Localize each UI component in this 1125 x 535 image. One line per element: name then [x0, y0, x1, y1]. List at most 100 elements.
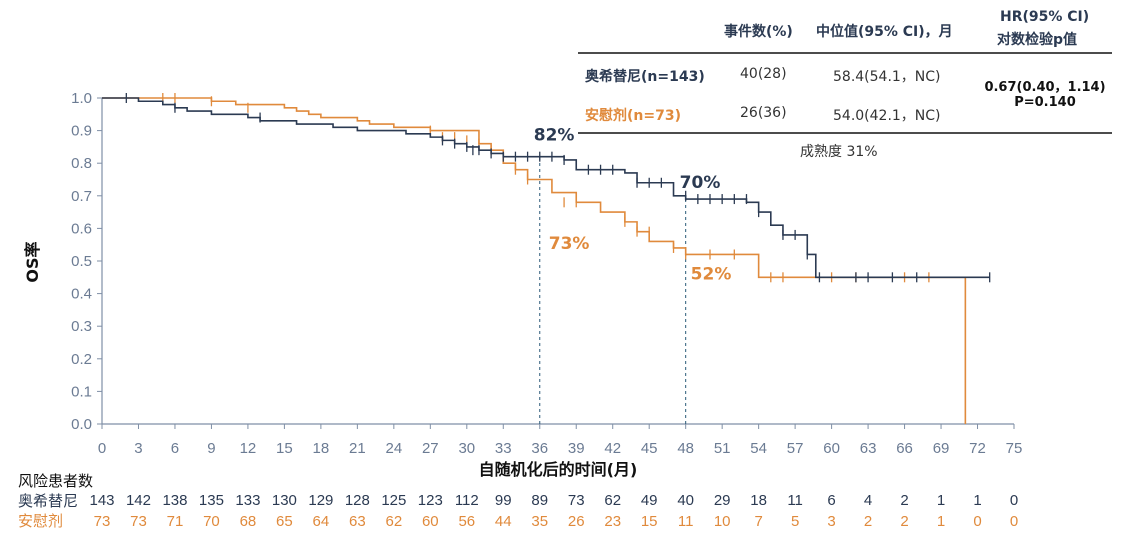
- risk-value-osimertinib: 123: [418, 492, 443, 509]
- col-hr-header: HR(95% CI): [1000, 9, 1090, 25]
- risk-value-osimertinib: 0: [1010, 492, 1018, 509]
- risk-value-osimertinib: 128: [345, 492, 370, 509]
- risk-value-osimertinib: 62: [604, 492, 621, 509]
- risk-value-osimertinib: 6: [827, 492, 835, 509]
- label-placebo-48m: 52%: [691, 264, 732, 284]
- risk-value-osimertinib: 4: [864, 492, 872, 509]
- x-tick-label: 42: [604, 440, 621, 457]
- risk-value-placebo: 70: [203, 513, 220, 530]
- risk-value-placebo: 73: [130, 513, 147, 530]
- x-tick-label: 30: [458, 440, 475, 457]
- y-tick-label: 0.3: [71, 318, 92, 335]
- p-value: P=0.140: [1014, 95, 1076, 110]
- events-osimertinib: 40(28): [740, 66, 787, 82]
- label-osimertinib-36m: 82%: [534, 126, 575, 146]
- risk-title: 风险患者数: [18, 472, 94, 490]
- risk-label-osimertinib: 奥希替尼: [18, 492, 79, 510]
- risk-value-osimertinib: 133: [235, 492, 260, 509]
- risk-value-placebo: 44: [495, 513, 512, 530]
- x-tick-label: 6: [171, 440, 179, 457]
- risk-value-placebo: 62: [385, 513, 402, 530]
- risk-value-osimertinib: 129: [308, 492, 333, 509]
- x-axis-label: 自随机化后的时间(月): [479, 460, 638, 479]
- risk-value-osimertinib: 40: [677, 492, 694, 509]
- x-tick-label: 48: [677, 440, 694, 457]
- median-osimertinib: 58.4(54.1，NC): [833, 69, 941, 85]
- events-placebo: 26(36): [740, 105, 787, 121]
- risk-value-osimertinib: 135: [199, 492, 224, 509]
- risk-value-placebo: 65: [276, 513, 293, 530]
- group-placebo: 安慰剂(n=73): [585, 108, 681, 124]
- x-tick-label: 63: [860, 440, 877, 457]
- risk-value-osimertinib: 18: [750, 492, 767, 509]
- x-tick-label: 69: [933, 440, 950, 457]
- risk-value-placebo: 5: [791, 513, 799, 530]
- risk-value-osimertinib: 142: [126, 492, 151, 509]
- risk-value-placebo: 0: [1010, 513, 1018, 530]
- x-tick-label: 27: [422, 440, 439, 457]
- x-tick-label: 66: [896, 440, 913, 457]
- x-tick-label: 36: [531, 440, 548, 457]
- risk-value-placebo: 23: [604, 513, 621, 530]
- risk-value-placebo: 10: [714, 513, 731, 530]
- risk-value-placebo: 73: [94, 513, 111, 530]
- risk-value-placebo: 63: [349, 513, 366, 530]
- risk-value-placebo: 26: [568, 513, 585, 530]
- risk-value-osimertinib: 143: [89, 492, 114, 509]
- risk-value-osimertinib: 1: [937, 492, 945, 509]
- x-tick-label: 39: [568, 440, 585, 457]
- risk-value-placebo: 0: [973, 513, 981, 530]
- label-placebo-36m: 73%: [549, 234, 590, 254]
- risk-value-placebo: 71: [167, 513, 184, 530]
- y-tick-label: 0.5: [71, 253, 92, 270]
- risk-value-placebo: 60: [422, 513, 439, 530]
- x-tick-label: 18: [313, 440, 330, 457]
- x-tick-label: 15: [276, 440, 293, 457]
- risk-value-osimertinib: 2: [900, 492, 908, 509]
- risk-value-osimertinib: 49: [641, 492, 658, 509]
- label-osimertinib-48m: 70%: [680, 173, 721, 193]
- median-placebo: 54.0(42.1，NC): [833, 108, 941, 124]
- y-tick-label: 0.4: [71, 286, 92, 303]
- y-tick-label: 0.9: [71, 123, 92, 140]
- y-tick-label: 0.1: [71, 383, 92, 400]
- risk-value-placebo: 68: [240, 513, 257, 530]
- risk-value-placebo: 64: [313, 513, 330, 530]
- x-tick-label: 33: [495, 440, 512, 457]
- x-tick-label: 75: [1006, 440, 1023, 457]
- x-tick-label: 72: [969, 440, 986, 457]
- x-tick-label: 3: [134, 440, 142, 457]
- risk-value-osimertinib: 99: [495, 492, 512, 509]
- y-tick-label: 0.8: [71, 155, 92, 172]
- y-tick-label: 1.0: [71, 90, 92, 107]
- x-tick-label: 12: [240, 440, 257, 457]
- y-tick-label: 0.7: [71, 188, 92, 205]
- risk-value-placebo: 15: [641, 513, 658, 530]
- risk-value-osimertinib: 112: [455, 492, 479, 509]
- risk-value-placebo: 56: [458, 513, 475, 530]
- risk-value-osimertinib: 1: [973, 492, 981, 509]
- x-tick-label: 45: [641, 440, 658, 457]
- group-osimertinib: 奥希替尼(n=143): [585, 69, 705, 85]
- risk-value-placebo: 11: [678, 513, 694, 530]
- risk-label-placebo: 安慰剂: [18, 512, 64, 530]
- x-tick-label: 0: [98, 440, 106, 457]
- maturity-text: 成熟度 31%: [800, 144, 878, 160]
- risk-value-osimertinib: 130: [272, 492, 297, 509]
- x-tick-label: 9: [207, 440, 215, 457]
- risk-value-osimertinib: 89: [531, 492, 548, 509]
- x-tick-label: 24: [385, 440, 402, 457]
- col-median-header: 中位值(95% CI)，月: [816, 24, 953, 40]
- x-tick-label: 51: [714, 440, 731, 457]
- risk-value-placebo: 35: [531, 513, 548, 530]
- risk-value-osimertinib: 125: [381, 492, 406, 509]
- risk-value-placebo: 2: [864, 513, 872, 530]
- risk-value-osimertinib: 11: [787, 492, 803, 509]
- x-tick-label: 21: [349, 440, 366, 457]
- col-p-header: 对数检验p值: [997, 32, 1078, 48]
- hr-value: 0.67(0.40，1.14): [984, 80, 1106, 95]
- risk-value-placebo: 3: [827, 513, 835, 530]
- y-tick-label: 0.0: [71, 416, 92, 433]
- risk-value-osimertinib: 73: [568, 492, 585, 509]
- y-axis-label: OS率: [23, 241, 42, 282]
